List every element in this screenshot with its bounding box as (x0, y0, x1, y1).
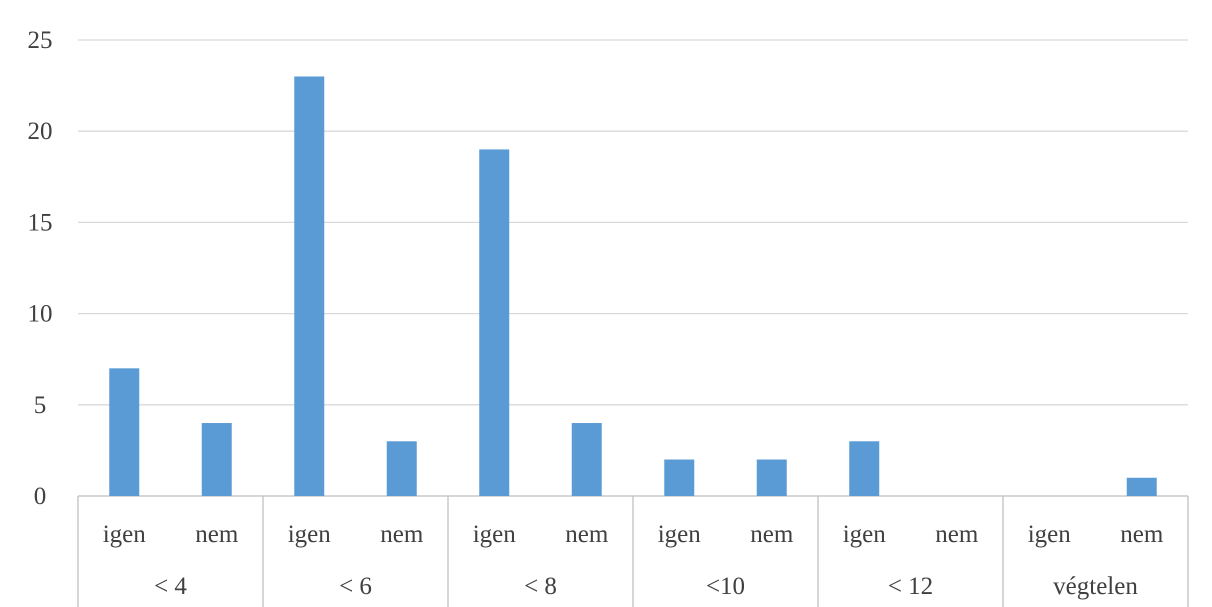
y-tick-label-0: 0 (34, 483, 47, 510)
bar-1-igen (294, 76, 325, 496)
category-label-nem: nem (380, 521, 424, 548)
y-tick-label-20: 20 (28, 118, 53, 145)
group-label: < 4 (154, 573, 187, 600)
bar-3-nem (756, 459, 787, 496)
category-label-nem: nem (565, 521, 609, 548)
group-label: < 6 (339, 573, 372, 600)
group-label: < 8 (524, 573, 557, 600)
bar-0-igen (109, 368, 140, 496)
bar-2-nem (571, 423, 602, 496)
bar-5-nem (1126, 477, 1157, 496)
category-label-igen: igen (103, 521, 147, 548)
group-label: < 12 (888, 573, 933, 600)
category-label-igen: igen (473, 521, 517, 548)
category-label-igen: igen (1028, 521, 1072, 548)
category-label-nem: nem (935, 521, 979, 548)
group-label: végtelen (1053, 573, 1138, 600)
category-label-nem: nem (750, 521, 794, 548)
bar-0-nem (201, 423, 232, 496)
bar-2-igen (479, 149, 510, 496)
bar-4-igen (849, 441, 880, 496)
category-label-nem: nem (1120, 521, 1164, 548)
bar-3-igen (664, 459, 695, 496)
bar-1-nem (386, 441, 417, 496)
y-tick-label-15: 15 (28, 209, 53, 236)
category-label-nem: nem (195, 521, 239, 548)
group-label: <10 (706, 573, 745, 600)
category-label-igen: igen (658, 521, 702, 548)
y-tick-label-5: 5 (34, 392, 47, 419)
category-label-igen: igen (288, 521, 332, 548)
y-tick-label-10: 10 (28, 301, 53, 328)
y-tick-label-25: 25 (28, 27, 53, 54)
category-label-igen: igen (843, 521, 887, 548)
